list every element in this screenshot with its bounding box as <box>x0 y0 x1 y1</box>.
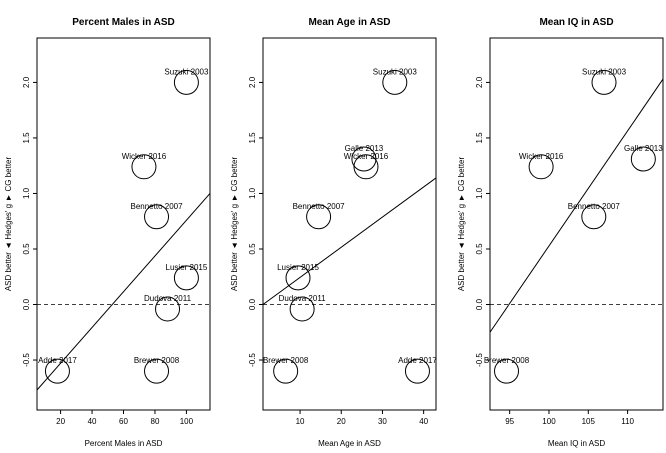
study-label: Adde 2017 <box>398 356 437 365</box>
plot-frame <box>262 37 437 411</box>
study-point <box>353 154 379 180</box>
study-point <box>351 146 377 172</box>
y-tick-label: 1.0 <box>22 187 31 199</box>
x-tick-label: 110 <box>621 417 634 426</box>
study-label: Wicker 2016 <box>122 152 167 161</box>
chart-title: Mean IQ in ASD <box>539 17 613 28</box>
study-label: Suzuki 2003 <box>164 67 209 76</box>
y-tick-label: 0.0 <box>22 298 31 310</box>
study-label: Wicker 2016 <box>519 152 564 161</box>
regression-line <box>262 177 437 305</box>
study-point <box>404 358 430 384</box>
x-tick-label: 95 <box>505 417 514 426</box>
y-tick-label: 2.0 <box>22 76 31 88</box>
x-axis-label: Mean Age in ASD <box>318 439 381 448</box>
study-label: Brewer 2008 <box>484 356 530 365</box>
study-label: Adde 2017 <box>38 356 77 365</box>
x-tick-label: 100 <box>180 417 194 426</box>
y-tick-label: 0.0 <box>248 298 257 310</box>
study-point <box>382 69 408 95</box>
study-label: Wicker 2016 <box>344 152 389 161</box>
x-tick-label: 80 <box>151 417 160 426</box>
x-tick-label: 100 <box>542 417 556 426</box>
study-point <box>285 265 311 291</box>
x-axis-label: Percent Males in ASD <box>85 439 163 448</box>
plot-frame <box>489 37 664 411</box>
study-label: Lusier 2015 <box>277 263 319 272</box>
study-point <box>273 358 299 384</box>
y-tick-label: 2.0 <box>475 76 484 88</box>
study-point <box>494 358 520 384</box>
study-point <box>44 358 70 384</box>
study-label: Bennetto 2007 <box>293 202 346 211</box>
y-tick-label: 1.0 <box>248 187 257 199</box>
study-point <box>173 265 199 291</box>
study-point <box>144 204 170 230</box>
regression-line <box>489 78 664 333</box>
chart-title: Mean Age in ASD <box>308 17 390 28</box>
y-tick-label: 0.0 <box>475 298 484 310</box>
y-axis-label: ASD better ◄ Hedges' g ► CG better <box>4 157 13 292</box>
study-point <box>591 69 617 95</box>
x-tick-label: 10 <box>296 417 305 426</box>
x-tick-label: 20 <box>337 417 346 426</box>
study-point <box>630 146 656 172</box>
study-label: Dudova 2011 <box>144 294 192 303</box>
y-tick-label: -0.5 <box>22 353 31 367</box>
study-label: Brewer 2008 <box>263 356 309 365</box>
y-tick-label: 0.5 <box>475 243 484 255</box>
study-point <box>131 154 157 180</box>
y-axis-label: ASD better ◄ Hedges' g ► CG better <box>230 157 239 292</box>
study-label: Galle 2013 <box>624 144 663 153</box>
x-tick-label: 40 <box>419 417 428 426</box>
y-tick-label: 1.5 <box>475 132 484 144</box>
study-label: Dudova 2011 <box>279 294 327 303</box>
x-axis-label: Mean IQ in ASD <box>548 439 606 448</box>
x-tick-label: 30 <box>378 417 387 426</box>
x-tick-label: 20 <box>56 417 65 426</box>
study-point <box>173 69 199 95</box>
y-tick-label: 0.5 <box>22 243 31 255</box>
chart-title: Percent Males in ASD <box>72 17 174 28</box>
study-point <box>306 204 332 230</box>
y-tick-label: 1.5 <box>248 132 257 144</box>
y-axis-label: ASD better ◄ Hedges' g ► CG better <box>457 157 466 292</box>
regression-line <box>36 193 211 391</box>
study-label: Bennetto 2007 <box>568 202 621 211</box>
study-point <box>289 296 315 322</box>
study-label: Galle 2013 <box>345 144 384 153</box>
study-label: Suzuki 2003 <box>582 67 627 76</box>
x-tick-label: 60 <box>119 417 128 426</box>
study-point <box>581 204 607 230</box>
x-tick-label: 40 <box>88 417 97 426</box>
y-tick-label: -0.5 <box>475 353 484 367</box>
study-label: Lusier 2015 <box>166 263 208 272</box>
study-point <box>144 358 170 384</box>
study-label: Brewer 2008 <box>134 356 180 365</box>
y-tick-label: -0.5 <box>248 353 257 367</box>
y-tick-label: 2.0 <box>248 76 257 88</box>
study-point <box>528 154 554 180</box>
y-tick-label: 1.0 <box>475 187 484 199</box>
study-point <box>155 296 181 322</box>
y-tick-label: 1.5 <box>22 132 31 144</box>
study-label: Bennetto 2007 <box>131 202 184 211</box>
study-label: Suzuki 2003 <box>373 67 418 76</box>
y-tick-label: 0.5 <box>248 243 257 255</box>
x-tick-label: 105 <box>582 417 596 426</box>
